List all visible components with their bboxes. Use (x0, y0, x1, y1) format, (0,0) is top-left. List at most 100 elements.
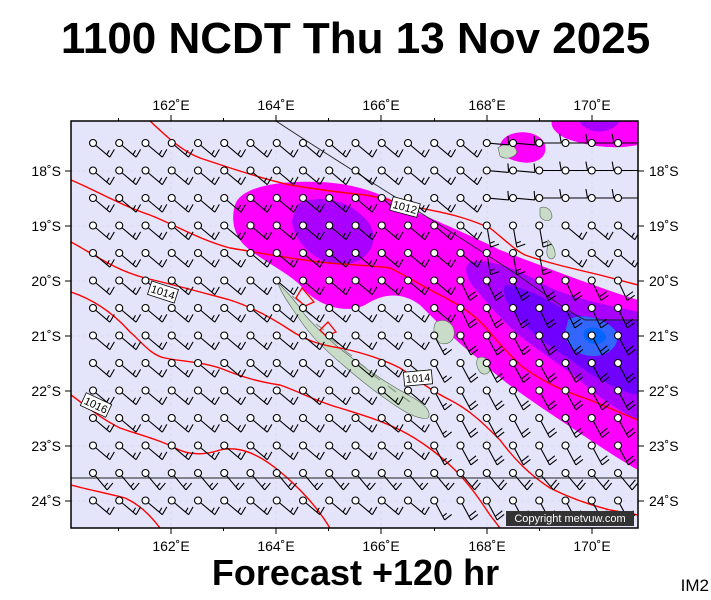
wind-barb (430, 166, 457, 186)
wind-barb (220, 303, 247, 323)
wind-barb (587, 161, 615, 175)
wind-barb (613, 413, 636, 438)
wind-barb (508, 248, 526, 276)
wind-barb (587, 468, 613, 491)
wind-barb (115, 138, 142, 158)
wind-barb (587, 248, 614, 268)
lon-label-bottom: 168˚E (468, 538, 505, 554)
wind-barb (561, 276, 583, 301)
wind-barb (193, 441, 220, 461)
wind-barb (193, 303, 220, 323)
wind-barb (272, 386, 299, 406)
wind-barb (167, 468, 193, 491)
wind-barb (88, 303, 115, 323)
wind-barb (508, 163, 536, 175)
wind-barb (482, 441, 505, 466)
wind-barb (377, 303, 404, 323)
wind-barb (141, 303, 168, 323)
wind-barb (456, 386, 479, 411)
wind-barb (325, 276, 352, 296)
wind-barb (220, 386, 247, 406)
wind-barb (482, 163, 510, 175)
wind-barb (298, 166, 325, 186)
wind-barb (272, 248, 299, 268)
wind-barb (613, 161, 638, 175)
wind-barb (246, 303, 273, 323)
wind-barb (508, 303, 530, 329)
wind-barb (115, 166, 142, 186)
wind-barb (482, 358, 505, 383)
wind-barb (351, 468, 376, 491)
wind-barb (325, 138, 352, 158)
lat-label-left: 18˚S (31, 163, 61, 179)
wind-barb (613, 468, 638, 491)
wind-barb (220, 468, 245, 491)
wind-barb (115, 441, 142, 461)
wind-barb (535, 413, 558, 438)
wind-barb (272, 193, 299, 213)
lat-label-left: 21˚S (31, 328, 61, 344)
wind-barb (613, 441, 636, 466)
wind-barb (298, 468, 324, 491)
wind-barb (561, 221, 588, 241)
wind-barb (298, 276, 325, 296)
wind-barb (141, 248, 168, 268)
wind-barb (403, 166, 430, 186)
wind-barb (220, 413, 247, 433)
wind-barb (141, 413, 168, 433)
lon-label-bottom: 170˚E (573, 538, 610, 554)
wind-barb (482, 248, 500, 276)
wind-barb (482, 413, 505, 438)
wind-barb (377, 441, 404, 461)
wind-barb (587, 276, 609, 301)
wind-barb (298, 303, 325, 323)
lat-label-right: 23˚S (649, 438, 679, 454)
wind-barb (141, 166, 168, 186)
wind-barb (115, 221, 142, 241)
wind-barb (377, 276, 404, 296)
wind-barb (508, 358, 531, 383)
map-frame (70, 120, 639, 529)
wind-barb (167, 221, 194, 241)
wind-barb (325, 193, 352, 213)
wind-barb (561, 134, 589, 148)
wind-barb (430, 496, 453, 521)
wind-barb (456, 331, 479, 356)
wind-barb (377, 166, 404, 186)
wind-barb (88, 331, 115, 351)
svg-text:1014: 1014 (405, 372, 430, 386)
wind-barb (141, 468, 166, 491)
wind-barb (298, 248, 325, 268)
wind-barb (193, 166, 220, 186)
wind-barb (508, 221, 526, 248)
wind-barb (272, 303, 299, 323)
wind-barb (561, 413, 584, 438)
wind-barb (561, 161, 589, 175)
wind-barb (88, 138, 115, 158)
wind-barb (482, 135, 510, 148)
wind-barb (403, 331, 430, 351)
wind-barb (535, 161, 562, 175)
wind-barb (613, 303, 635, 329)
wind-barb (535, 303, 557, 329)
wind-barb (613, 386, 636, 411)
wind-barb (351, 413, 378, 433)
wind-barb (377, 468, 403, 491)
wind-barb (272, 413, 299, 433)
axis-labels: 162˚E 162˚E 164˚E 164˚E 166˚E 166˚E 168˚E 168˚E… (31, 97, 678, 554)
wind-barb (482, 190, 510, 203)
wind-barb (535, 221, 552, 248)
wind-barb (561, 358, 584, 383)
wind-barb (351, 358, 378, 378)
wind-barb (535, 468, 560, 491)
wind-barb (141, 386, 168, 406)
wind-barb (325, 331, 352, 351)
wind-barb (167, 193, 194, 213)
wind-barb (193, 496, 220, 516)
wind-barb (167, 248, 194, 268)
wind-barb (167, 358, 194, 378)
wind-barb (88, 276, 115, 296)
wind-barb (430, 193, 457, 213)
wind-barb (377, 386, 404, 406)
wind-barb (193, 138, 220, 158)
